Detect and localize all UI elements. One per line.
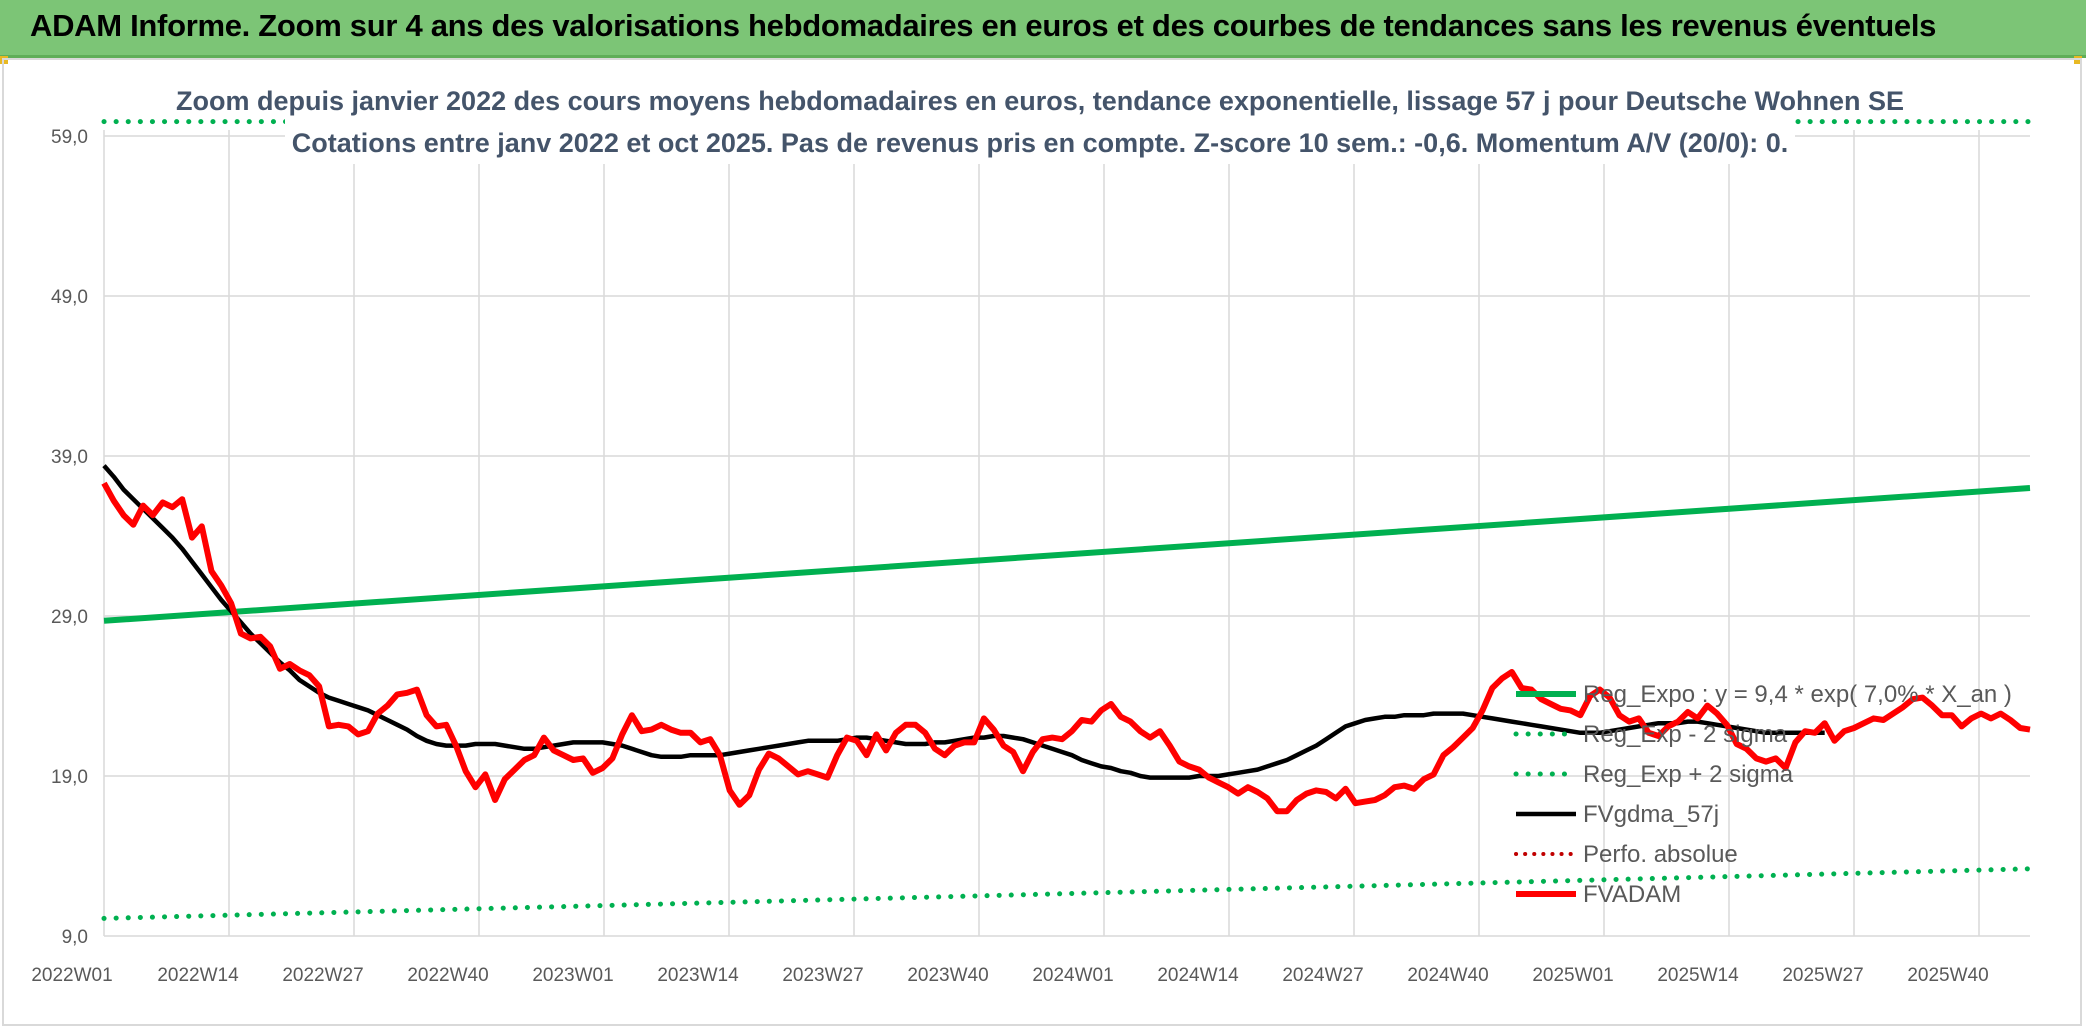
title-background [285, 80, 1795, 164]
legend-entry: Reg_Exp + 2 sigma [1583, 761, 1794, 788]
series-line-0 [103, 485, 2031, 624]
legend-entry: Reg_Expo : y = 9,4 * exp( 7,0% * X_an ) [1583, 681, 2012, 708]
x-tick-label: 2022W01 [31, 965, 112, 986]
x-tick-label: 2025W27 [1782, 965, 1863, 986]
y-tick-label: 59,0 [51, 127, 88, 148]
x-tick-label: 2023W27 [782, 965, 863, 986]
y-tick-label: 39,0 [51, 447, 88, 468]
x-tick-label: 2024W14 [1157, 965, 1239, 986]
x-tick-label: 2024W27 [1282, 965, 1363, 986]
chart-title-line1: Zoom depuis janvier 2022 des cours moyen… [176, 86, 1904, 116]
legend-entry: Perfo. absolue [1583, 841, 1738, 868]
x-tick-label: 2024W01 [1032, 965, 1113, 986]
y-tick-label: 49,0 [51, 287, 88, 308]
x-tick-label: 2025W40 [1907, 965, 1988, 986]
series-group [101, 119, 2033, 921]
x-tick-label: 2022W40 [407, 965, 488, 986]
x-tick-label: 2024W40 [1407, 965, 1488, 986]
corner-marker [2074, 56, 2082, 64]
x-axis-ticks: 2022W01 2022W14 2022W27 2022W40 2023W01 2023W… [31, 965, 1988, 986]
x-tick-label: 2023W01 [532, 965, 613, 986]
x-tick-label: 2022W27 [282, 965, 363, 986]
series-line-3 [102, 464, 1825, 780]
chart-titles: Zoom depuis janvier 2022 des cours moyen… [176, 80, 1904, 164]
x-tick-label: 2025W01 [1532, 965, 1613, 986]
y-tick-label: 29,0 [51, 607, 88, 628]
y-axis-ticks: 59,0 49,0 39,0 29,0 19,0 9,0 [51, 127, 88, 948]
chart-title-line2: Cotations entre janv 2022 et oct 2025. P… [292, 128, 1789, 158]
header-banner: ADAM Informe. Zoom sur 4 ans des valoris… [0, 0, 2086, 58]
series-line-1 [101, 866, 2033, 921]
x-tick-label: 2025W14 [1657, 965, 1739, 986]
legend-entry: FVADAM [1583, 881, 1681, 908]
x-tick-label: 2023W14 [657, 965, 739, 986]
legend: Reg_Expo : y = 9,4 * exp( 7,0% * X_an ) R… [1513, 681, 2012, 908]
chart-frame [2, 58, 2082, 1026]
y-tick-label: 19,0 [51, 767, 88, 788]
page-title: ADAM Informe. Zoom sur 4 ans des valoris… [30, 8, 1937, 43]
legend-entry: FVgdma_57j [1583, 801, 1719, 828]
legend-entry: Reg_Exp - 2 sigma [1583, 721, 1788, 748]
series-line-5 [101, 481, 2031, 815]
corner-marker [0, 56, 8, 64]
grid-lines [103, 130, 2030, 937]
y-tick-label: 9,0 [62, 927, 88, 948]
x-tick-label: 2023W40 [907, 965, 988, 986]
x-tick-label: 2022W14 [157, 965, 239, 986]
